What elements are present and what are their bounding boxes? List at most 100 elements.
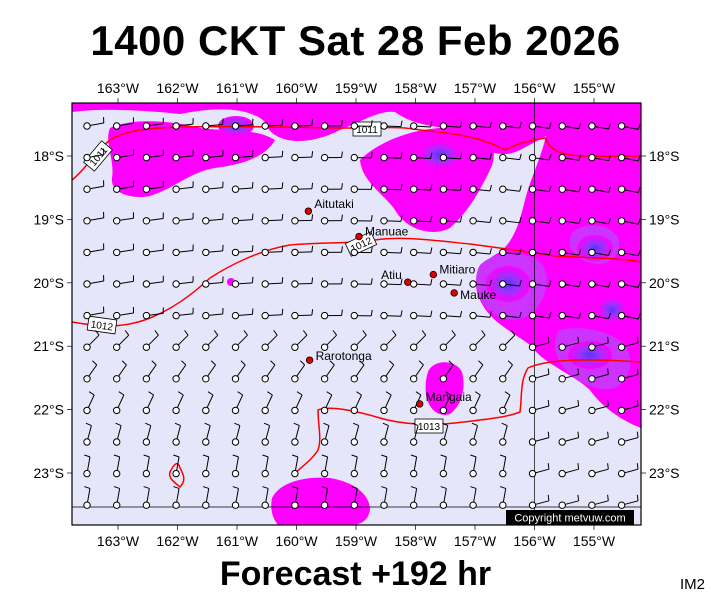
wind-barb <box>231 391 244 415</box>
wind-barb <box>439 152 463 162</box>
wind-barb <box>113 212 134 225</box>
wind-barb <box>469 184 492 193</box>
lon-label-top: 163°W <box>97 80 140 96</box>
wind-barb <box>202 391 214 415</box>
wind-barb <box>142 330 159 351</box>
wind-barb <box>499 330 516 351</box>
place-label: Manuae <box>365 225 409 239</box>
place-label: Mauke <box>460 288 496 302</box>
wind-barb <box>439 454 448 478</box>
wind-barb <box>617 431 639 446</box>
wind-barb <box>469 121 492 130</box>
wind-barb <box>172 486 180 509</box>
wind-barb <box>113 148 134 162</box>
wind-barb <box>172 454 180 478</box>
wind-barb <box>439 184 463 193</box>
wind-barb <box>439 247 463 257</box>
wind-barb <box>410 422 419 446</box>
wind-barb <box>261 119 284 130</box>
wind-barb <box>588 153 612 162</box>
wind-barb <box>172 330 189 351</box>
wind-barb <box>558 399 580 415</box>
wind-barb <box>172 212 194 225</box>
isobar-label-1012-b: 1012 <box>86 315 118 335</box>
lon-label-top: 157°W <box>454 80 497 96</box>
place-dot <box>305 356 314 364</box>
wind-barb <box>113 330 130 351</box>
wind-barb <box>231 276 254 288</box>
wind-barb <box>231 245 254 257</box>
wind-barb <box>617 368 639 383</box>
wind-barb <box>439 360 454 383</box>
wind-barb <box>617 248 641 257</box>
wind-barb <box>380 330 397 351</box>
rain-core-3 <box>420 142 460 168</box>
lon-label-bottom: 160°W <box>275 533 318 549</box>
wind-barb <box>528 217 552 225</box>
wind-barb <box>231 454 240 478</box>
wind-barb <box>588 399 609 415</box>
wind-barb <box>142 275 164 288</box>
place-label: Mitiaro <box>439 263 475 277</box>
wind-barb <box>231 118 254 130</box>
wind-barb <box>320 151 343 162</box>
wind-barb <box>142 149 164 162</box>
wind-barb <box>380 246 403 257</box>
wind-barb <box>558 311 582 320</box>
wind-barb <box>469 454 477 478</box>
wind-barb <box>142 486 151 509</box>
lat-label-left: 19°S <box>33 211 64 227</box>
wind-barb <box>261 454 269 478</box>
wind-barb <box>320 486 329 509</box>
wind-barb <box>261 330 278 351</box>
wind-barb <box>410 486 418 509</box>
wind-barb <box>410 184 433 193</box>
lon-label-bottom: 156°W <box>513 533 556 549</box>
wind-barb <box>261 150 284 162</box>
copyright-box: Copyright metvuw.com <box>506 510 634 525</box>
place-atiu: Atiu <box>381 268 412 286</box>
lon-label-top: 158°W <box>394 80 437 96</box>
wind-barb <box>320 277 343 288</box>
lat-label-left: 20°S <box>33 275 64 291</box>
wind-barb <box>350 309 373 320</box>
lon-label-bottom: 158°W <box>394 533 437 549</box>
lat-label-right: 23°S <box>649 465 680 481</box>
wind-barb <box>202 360 216 383</box>
lat-label-right: 22°S <box>649 402 680 418</box>
wind-barb <box>499 311 522 320</box>
rain-area-mangaia <box>425 362 464 415</box>
wind-barb <box>261 422 271 446</box>
lon-label-bottom: 159°W <box>335 533 378 549</box>
wind-barb <box>380 278 403 288</box>
wind-barb <box>588 431 609 446</box>
wind-barb <box>320 309 343 320</box>
wind-barb <box>410 310 433 320</box>
wind-barb <box>113 180 134 193</box>
wind-barb <box>380 120 403 130</box>
wind-barb <box>588 463 609 478</box>
place-dot <box>415 400 424 408</box>
wind-barb <box>410 152 433 162</box>
wind-barb <box>83 275 105 288</box>
wind-barb <box>202 118 224 130</box>
wind-barb <box>439 422 449 446</box>
wind-barb <box>410 247 433 257</box>
wind-barb <box>202 308 224 320</box>
lon-label-top: 160°W <box>275 80 318 96</box>
wind-barb <box>617 463 639 478</box>
wind-barb <box>469 422 478 446</box>
wind-barb <box>320 422 330 446</box>
wind-barb <box>261 391 273 415</box>
place-dot <box>429 270 438 279</box>
wind-barb <box>350 183 373 193</box>
wind-barb <box>499 153 522 162</box>
wind-barb <box>469 216 492 225</box>
lon-label-top: 156°W <box>513 80 556 96</box>
wind-barb <box>83 211 105 225</box>
wind-barb <box>439 486 448 509</box>
wind-barb <box>172 244 194 257</box>
wind-barb <box>350 391 362 415</box>
wind-barb <box>291 422 300 446</box>
